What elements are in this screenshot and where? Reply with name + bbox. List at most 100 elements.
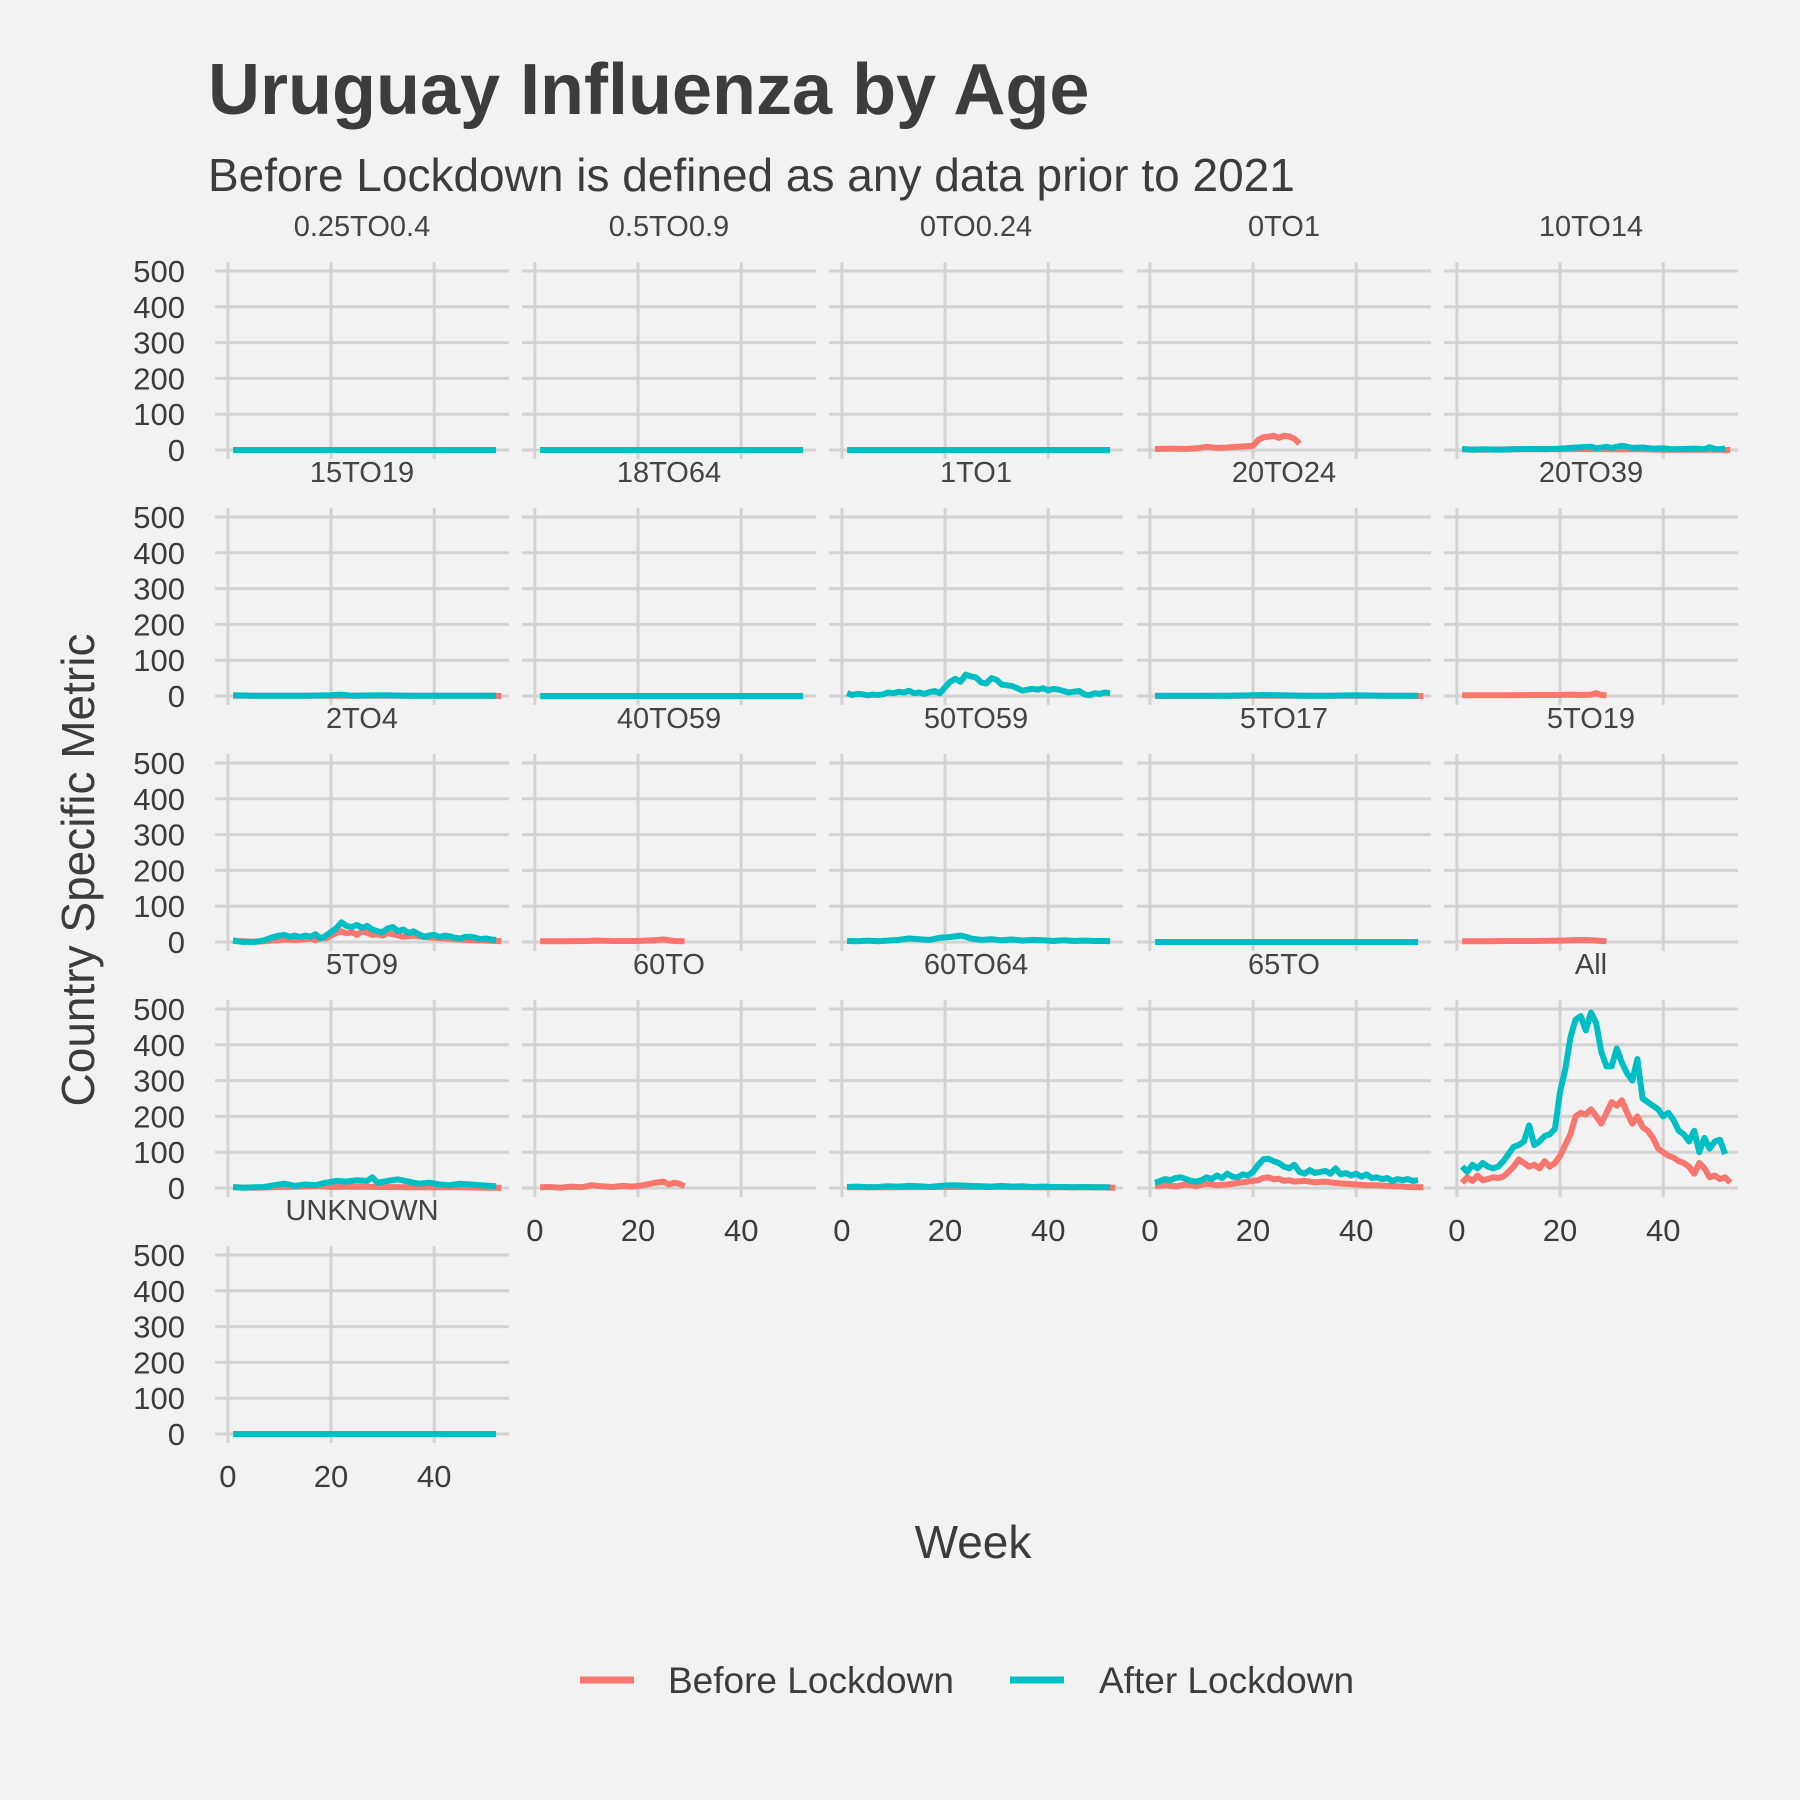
y-tick-label: 500 <box>133 992 185 1027</box>
y-tick-label: 300 <box>133 326 185 361</box>
y-tick-label: 400 <box>133 290 185 325</box>
series-line-before <box>1462 690 1607 699</box>
series-line-after <box>1461 442 1726 453</box>
chart-subtitle: Before Lockdown is defined as any data p… <box>208 149 1295 201</box>
facet-0-5to0-9: 0.5TO0.9 <box>522 211 816 459</box>
x-tick-label: 40 <box>724 1213 758 1248</box>
x-tick-label: 0 <box>1448 1213 1465 1248</box>
facet-label: 20TO39 <box>1539 457 1643 489</box>
series-line-before <box>1459 1097 1733 1185</box>
x-tick-label: 40 <box>417 1459 451 1494</box>
facet-label: 0TO0.24 <box>920 211 1032 243</box>
y-tick-label: 400 <box>133 536 185 571</box>
x-tick-label: 20 <box>621 1213 655 1248</box>
facet-label: 10TO14 <box>1539 211 1643 243</box>
facet-label: 5TO9 <box>326 949 398 981</box>
y-tick-label: 200 <box>133 607 185 642</box>
y-tick-label: 300 <box>133 572 185 607</box>
x-tick-label: 0 <box>219 1459 236 1494</box>
y-tick-label: 0 <box>168 1417 185 1452</box>
series-line-after <box>232 1174 497 1191</box>
y-tick-label: 500 <box>133 254 185 289</box>
series-line-after <box>1154 1155 1419 1186</box>
facet-label: All <box>1575 949 1607 981</box>
y-tick-label: 0 <box>168 925 185 960</box>
facet-label: 2TO4 <box>326 703 398 735</box>
series-line-before <box>1155 432 1302 452</box>
y-tick-label: 200 <box>133 1099 185 1134</box>
series-line-after <box>233 691 497 699</box>
y-axis-title: Country Specific Metric <box>52 634 104 1107</box>
chart-title: Uruguay Influenza by Age <box>208 50 1089 130</box>
series-line-after <box>1459 1009 1728 1175</box>
y-tick-label: 100 <box>133 889 185 924</box>
facet-65to: 65TO 0 20 40 <box>1137 949 1431 1248</box>
series-line-after <box>847 932 1111 945</box>
facet-label: 5TO17 <box>1240 703 1328 735</box>
facet-0to0-24: 0TO0.24 <box>829 211 1123 459</box>
y-tick-label: 0 <box>168 433 185 468</box>
facet-all: All 0 20 40 <box>1444 949 1738 1248</box>
y-tick-label: 200 <box>133 1345 185 1380</box>
facet-label: 50TO59 <box>924 703 1028 735</box>
facet-label: 20TO24 <box>1232 457 1336 489</box>
facet-label: 15TO19 <box>310 457 414 489</box>
facet-60to: 60TO 0 20 40 <box>522 949 816 1248</box>
y-tick-label: 400 <box>133 1274 185 1309</box>
legend-label-before: Before Lockdown <box>668 1660 954 1701</box>
facet-50to59: 50TO59 <box>829 703 1123 951</box>
facet-label: 40TO59 <box>617 703 721 735</box>
legend: Before Lockdown After Lockdown <box>580 1660 1354 1701</box>
x-tick-label: 20 <box>928 1213 962 1248</box>
facet-20to24: 20TO24 <box>1137 457 1431 705</box>
x-tick-label: 20 <box>1543 1213 1577 1248</box>
y-tick-label: 500 <box>133 746 185 781</box>
series-line-after <box>846 671 1111 699</box>
y-tick-label: 100 <box>133 1381 185 1416</box>
x-tick-label: 0 <box>1141 1213 1158 1248</box>
facet-60to64: 60TO64 0 20 40 <box>829 949 1123 1248</box>
y-tick-label: 300 <box>133 1310 185 1345</box>
legend-label-after: After Lockdown <box>1099 1660 1354 1701</box>
x-tick-label: 20 <box>1236 1213 1270 1248</box>
x-tick-label: 0 <box>526 1213 543 1248</box>
y-tick-label: 400 <box>133 1028 185 1063</box>
facet-18to64: 18TO64 <box>522 457 816 705</box>
y-tick-label: 100 <box>133 1135 185 1170</box>
series-line-before <box>1154 1174 1424 1191</box>
series-line-after <box>232 919 497 945</box>
series-line-after <box>846 1182 1111 1191</box>
y-tick-label: 100 <box>133 643 185 678</box>
x-tick-label: 40 <box>1031 1213 1065 1248</box>
x-axis-title: Week <box>915 1516 1033 1568</box>
facet-40to59: 40TO59 <box>522 703 816 951</box>
facet-label: 60TO64 <box>924 949 1028 981</box>
y-tick-label: 500 <box>133 1238 185 1273</box>
y-tick-label: 500 <box>133 500 185 535</box>
y-tick-label: 300 <box>133 1064 185 1099</box>
facet-label: 18TO64 <box>617 457 721 489</box>
facet-label: 1TO1 <box>940 457 1012 489</box>
y-tick-label: 400 <box>133 782 185 817</box>
y-tick-label: 200 <box>133 361 185 396</box>
x-tick-label: 20 <box>314 1459 348 1494</box>
facet-label: 0TO1 <box>1248 211 1320 243</box>
facet-20to39: 20TO39 <box>1444 457 1738 705</box>
series-line-after <box>1155 692 1419 699</box>
facet-label: 65TO <box>1248 949 1320 981</box>
facet-label: 5TO19 <box>1547 703 1635 735</box>
x-tick-label: 40 <box>1646 1213 1680 1248</box>
series-line-before <box>1462 936 1607 945</box>
series-line-before <box>540 936 685 945</box>
y-tick-label: 0 <box>168 679 185 714</box>
y-tick-label: 100 <box>133 397 185 432</box>
facet-label: 0.5TO0.9 <box>609 211 729 243</box>
series-line-before <box>540 1178 686 1191</box>
y-tick-label: 300 <box>133 818 185 853</box>
